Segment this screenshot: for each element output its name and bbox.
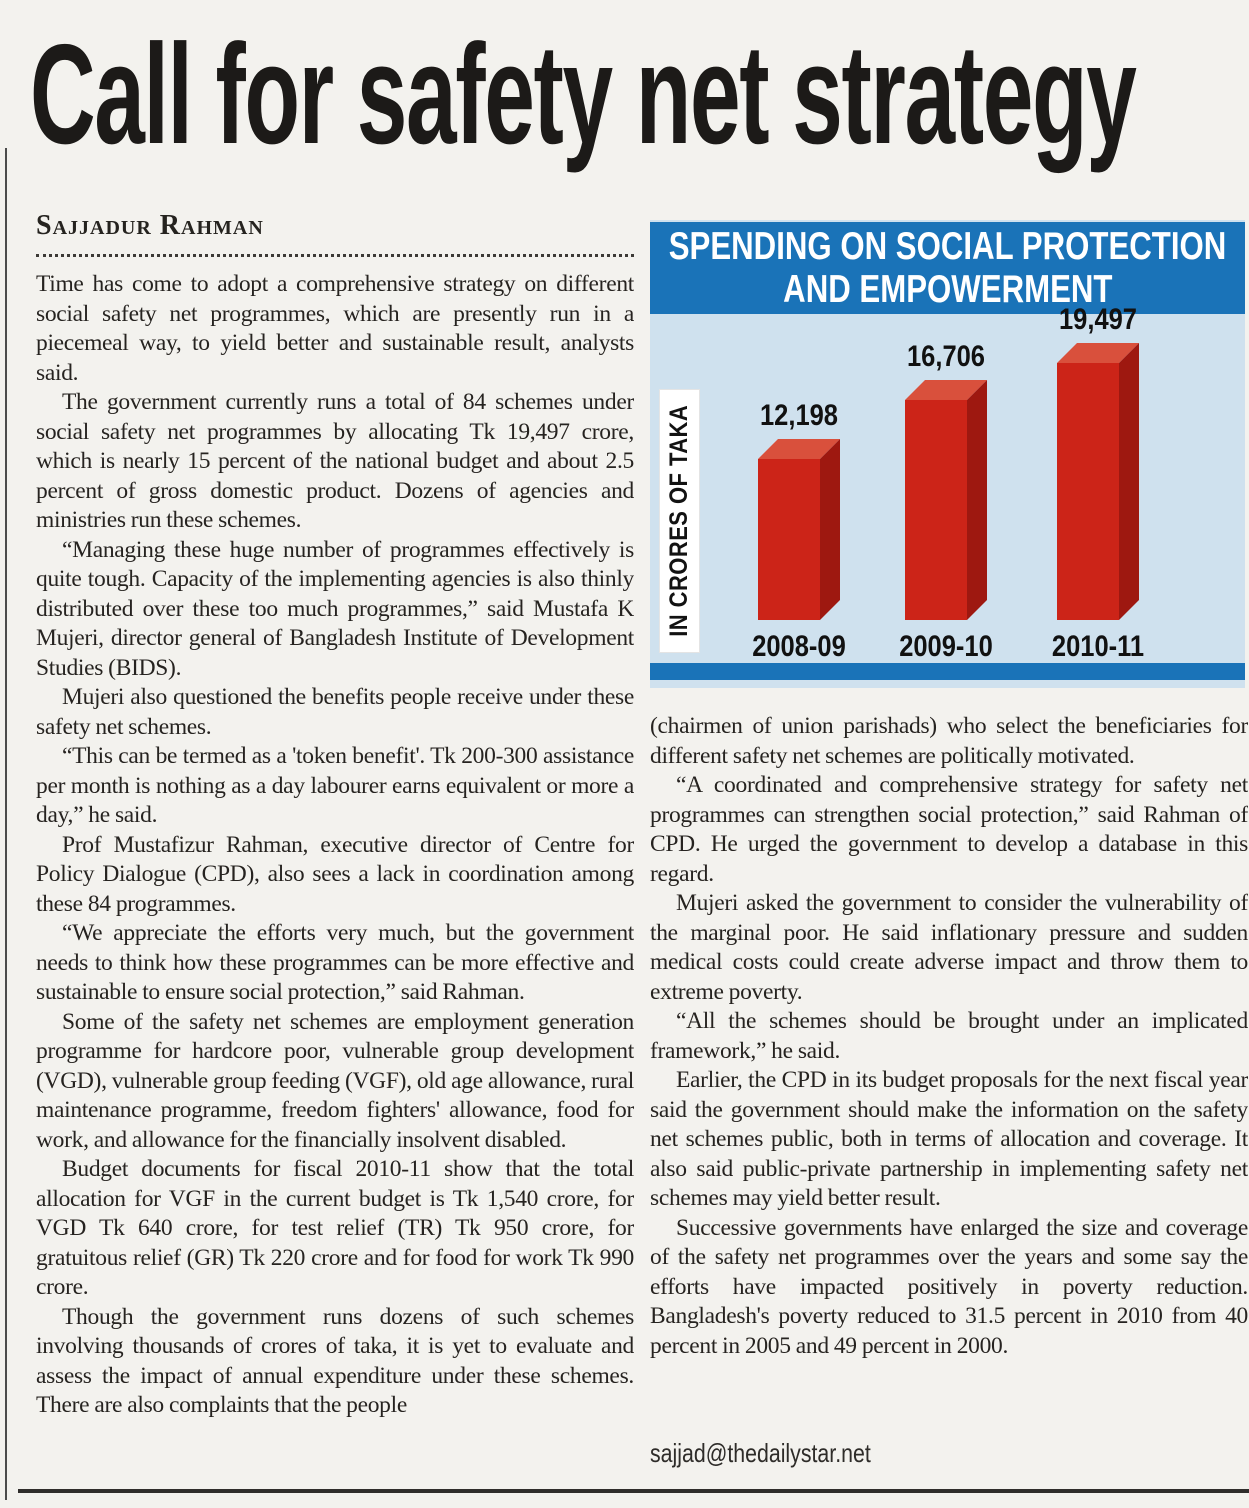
- bar-side-face: [1119, 343, 1139, 620]
- chart-title-line-2: AND EMPOWERMENT: [782, 268, 1113, 311]
- chart-title-band: SPENDING ON SOCIAL PROTECTION AND EMPOWE…: [650, 222, 1245, 314]
- paragraph: Time has come to adopt a comprehensive s…: [36, 271, 634, 386]
- chart-bar-2010-11: [1057, 343, 1139, 620]
- byline-separator: [36, 254, 634, 257]
- paragraph: Some of the safety net schemes are emplo…: [36, 1008, 634, 1153]
- paragraph: Though the government runs dozens of suc…: [36, 1303, 634, 1419]
- chart-plot: IN CRORES OF TAKA 12,198 2008-09 16,706 200…: [650, 303, 1245, 688]
- headline: Call for safety net strategy: [30, 15, 1137, 174]
- paragraph: Mujeri asked the government to consider …: [650, 890, 1248, 1005]
- bar-top-face: [758, 439, 840, 459]
- bar-category-label: 2008-09: [752, 630, 846, 663]
- bar-front-face: [758, 459, 820, 620]
- chart-bar-2008-09: [758, 439, 840, 620]
- chart-y-axis-label: IN CRORES OF TAKA: [665, 405, 693, 637]
- paragraph: “Managing these huge number of programme…: [36, 536, 634, 681]
- paragraph: Earlier, the CPD in its budget proposals…: [650, 1067, 1248, 1211]
- paragraph: Prof Mustafizur Rahman, executive direct…: [36, 831, 634, 917]
- paragraph: Successive governments have enlarged the…: [650, 1214, 1248, 1359]
- paragraph: Mujeri also questioned the benefits peop…: [36, 684, 634, 740]
- chart-bar-2009-10: [905, 380, 987, 620]
- paragraph: “We appreciate the efforts very much, bu…: [36, 920, 634, 1005]
- paragraph: “All the schemes should be brought under…: [650, 1008, 1248, 1064]
- paragraph: Budget documents for fiscal 2010-11 show…: [36, 1156, 634, 1300]
- article-column-right: (chairmen of union parishads) who select…: [650, 712, 1248, 1428]
- article-column-left: Time has come to adopt a comprehensive s…: [36, 270, 634, 1482]
- bar-front-face: [1057, 363, 1119, 620]
- author-email: sajjad@thedailystar.net: [650, 1438, 871, 1468]
- paragraph: “This can be termed as a 'token benefit'…: [36, 743, 634, 828]
- bar-top-face: [905, 380, 987, 400]
- left-column-rule: [5, 148, 7, 1500]
- bar-value-label: 19,497: [1058, 303, 1137, 336]
- bar-top-face: [1057, 343, 1139, 363]
- paragraph: “A coordinated and comprehensive strateg…: [650, 772, 1248, 887]
- chart-title-line-1: SPENDING ON SOCIAL PROTECTION: [668, 225, 1227, 268]
- paragraph: The government currently runs a total of…: [36, 389, 634, 533]
- bar-side-face: [967, 380, 987, 620]
- spending-chart: SPENDING ON SOCIAL PROTECTION AND EMPOWE…: [650, 220, 1245, 688]
- chart-bottom-rule: [650, 663, 1245, 680]
- paragraph: (chairmen of union parishads) who select…: [650, 713, 1248, 769]
- chart-y-axis-label-strip: IN CRORES OF TAKA: [660, 390, 699, 652]
- bar-front-face: [905, 400, 967, 620]
- bar-category-label: 2009-10: [899, 630, 993, 663]
- bottom-rule: [18, 1489, 1249, 1493]
- bar-side-face: [820, 439, 840, 620]
- bar-value-label: 12,198: [759, 399, 838, 432]
- bar-value-label: 16,706: [906, 340, 985, 373]
- bar-category-label: 2010-11: [1051, 630, 1145, 663]
- byline: Sajjadur Rahman: [36, 210, 264, 241]
